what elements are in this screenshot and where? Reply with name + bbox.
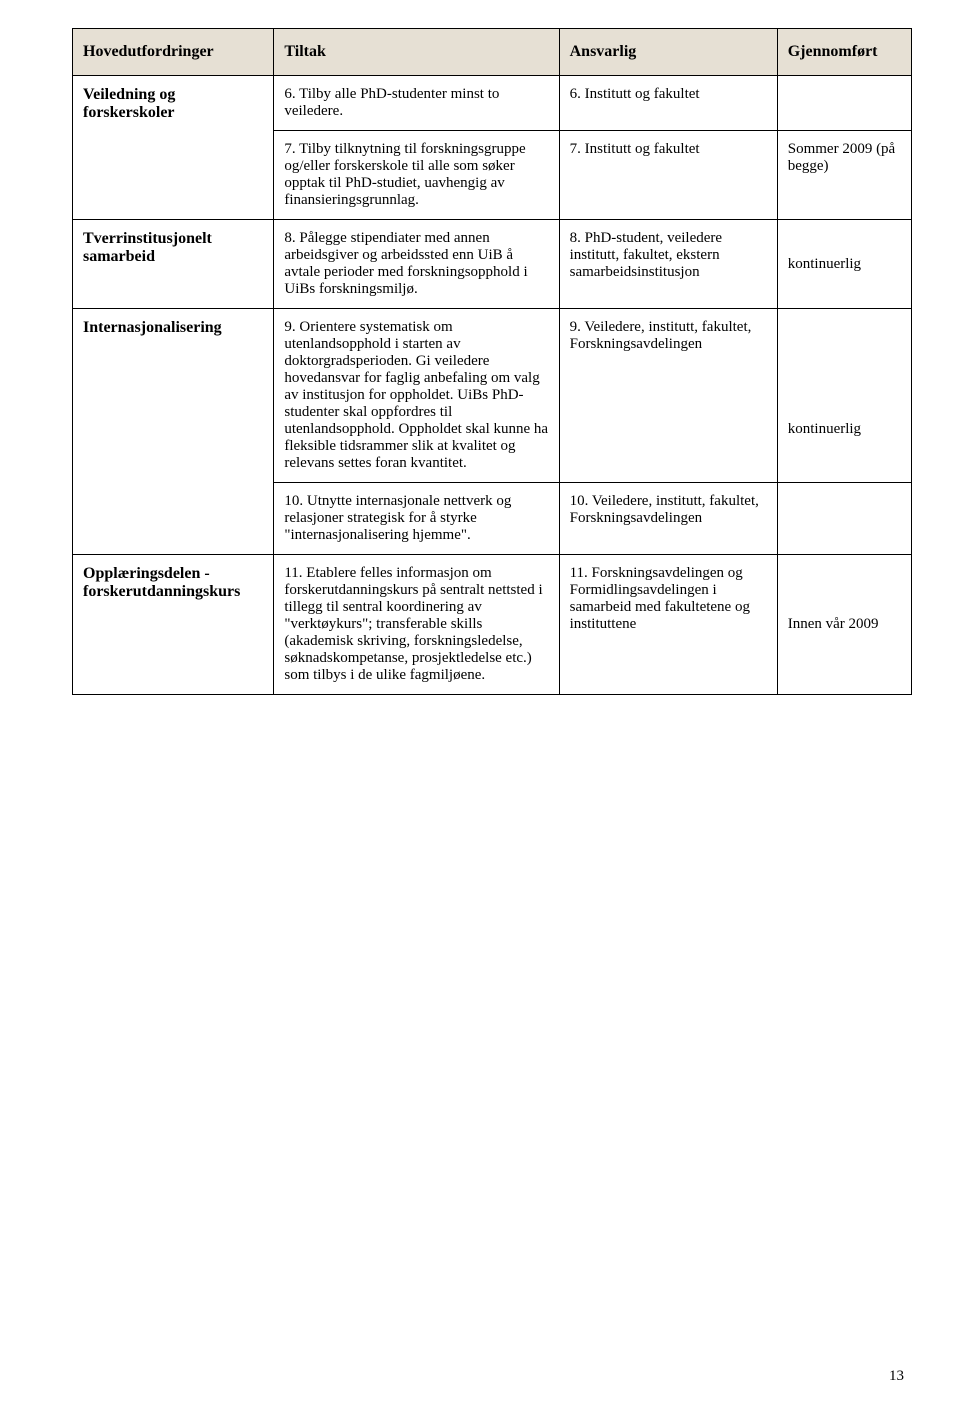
page-number: 13 bbox=[889, 1368, 904, 1385]
col-header-gjennomfort: Gjennomført bbox=[777, 29, 911, 76]
cell-ansvarlig: 6. Institutt og fakultet bbox=[559, 76, 777, 131]
col-header-hovedutfordringer: Hovedutfordringer bbox=[73, 29, 274, 76]
table-row: Tverrinstitusjonelt samarbeid 8. Pålegge… bbox=[73, 220, 912, 309]
cell-ansvarlig: 7. Institutt og fakultet bbox=[559, 131, 777, 220]
cell-tiltak: 10. Utnytte internasjonale nettverk og r… bbox=[274, 483, 559, 555]
table-row: Opplæringsdelen - forskerutdanningskurs … bbox=[73, 555, 912, 695]
cell-gjennomfort bbox=[777, 76, 911, 131]
cell-tiltak: 7. Tilby tilknytning til forskningsgrupp… bbox=[274, 131, 559, 220]
page-container: Hovedutfordringer Tiltak Ansvarlig Gjenn… bbox=[0, 0, 960, 735]
col-header-ansvarlig: Ansvarlig bbox=[559, 29, 777, 76]
col-header-tiltak: Tiltak bbox=[274, 29, 559, 76]
row-topic-veiledning: Veiledning og forskerskoler bbox=[73, 76, 274, 220]
row-topic-tverrinstitusjonelt: Tverrinstitusjonelt samarbeid bbox=[73, 220, 274, 309]
cell-gjennomfort: kontinuerlig bbox=[777, 309, 911, 483]
cell-tiltak: 11. Etablere felles informasjon om forsk… bbox=[274, 555, 559, 695]
cell-ansvarlig: 8. PhD-student, veiledere institutt, fak… bbox=[559, 220, 777, 309]
row-topic-internasjonalisering: Internasjonalisering bbox=[73, 309, 274, 555]
cell-gjennomfort: kontinuerlig bbox=[777, 220, 911, 309]
table-header-row: Hovedutfordringer Tiltak Ansvarlig Gjenn… bbox=[73, 29, 912, 76]
cell-ansvarlig: 9. Veiledere, institutt, fakultet, Forsk… bbox=[559, 309, 777, 483]
row-topic-opplaeringsdelen: Opplæringsdelen - forskerutdanningskurs bbox=[73, 555, 274, 695]
table-row: Veiledning og forskerskoler 6. Tilby all… bbox=[73, 76, 912, 131]
cell-tiltak: 9. Orientere systematisk om utenlandsopp… bbox=[274, 309, 559, 483]
cell-gjennomfort bbox=[777, 483, 911, 555]
cell-ansvarlig: 11. Forskningsavdelingen og Formidlingsa… bbox=[559, 555, 777, 695]
cell-gjennomfort: Innen vår 2009 bbox=[777, 555, 911, 695]
table-row: Internasjonalisering 9. Orientere system… bbox=[73, 309, 912, 483]
main-table: Hovedutfordringer Tiltak Ansvarlig Gjenn… bbox=[72, 28, 912, 695]
cell-tiltak: 6. Tilby alle PhD-studenter minst to vei… bbox=[274, 76, 559, 131]
cell-gjennomfort: Sommer 2009 (på begge) bbox=[777, 131, 911, 220]
cell-tiltak: 8. Pålegge stipendiater med annen arbeid… bbox=[274, 220, 559, 309]
cell-ansvarlig: 10. Veiledere, institutt, fakultet, Fors… bbox=[559, 483, 777, 555]
